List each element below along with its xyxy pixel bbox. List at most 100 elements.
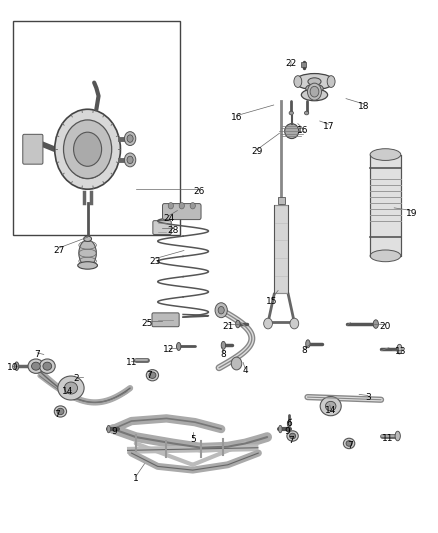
- Text: 26: 26: [194, 188, 205, 196]
- Ellipse shape: [295, 74, 334, 90]
- Circle shape: [64, 120, 112, 179]
- Ellipse shape: [78, 262, 97, 269]
- Text: 12: 12: [163, 345, 174, 353]
- Ellipse shape: [28, 359, 44, 373]
- Circle shape: [127, 135, 133, 142]
- Ellipse shape: [294, 76, 302, 87]
- Bar: [278, 197, 285, 204]
- Ellipse shape: [395, 431, 400, 441]
- Text: 7: 7: [54, 410, 60, 419]
- Ellipse shape: [301, 89, 328, 101]
- Text: 22: 22: [286, 60, 297, 68]
- Ellipse shape: [107, 425, 110, 433]
- Text: 29: 29: [252, 148, 263, 156]
- Bar: [13, 21, 180, 235]
- Circle shape: [55, 109, 120, 189]
- FancyBboxPatch shape: [153, 221, 171, 235]
- Bar: [274, 205, 288, 293]
- Text: 25: 25: [141, 319, 152, 328]
- Text: 9: 9: [284, 427, 290, 436]
- Text: 7: 7: [146, 372, 152, 380]
- Text: 27: 27: [53, 246, 65, 255]
- Text: 5: 5: [190, 435, 196, 444]
- Text: 28: 28: [167, 227, 179, 235]
- Ellipse shape: [370, 149, 401, 160]
- Ellipse shape: [308, 78, 321, 85]
- Circle shape: [179, 203, 184, 209]
- Text: 11: 11: [382, 434, 393, 442]
- Text: 14: 14: [62, 387, 74, 396]
- Text: 11: 11: [126, 358, 137, 367]
- Text: 8: 8: [220, 350, 226, 359]
- Ellipse shape: [43, 362, 52, 370]
- Ellipse shape: [320, 397, 341, 416]
- Circle shape: [190, 203, 195, 209]
- Text: 24: 24: [163, 214, 174, 223]
- Text: 19: 19: [406, 209, 417, 217]
- Circle shape: [168, 203, 173, 209]
- Circle shape: [231, 357, 242, 370]
- Ellipse shape: [327, 76, 335, 87]
- Ellipse shape: [279, 425, 282, 433]
- Ellipse shape: [306, 340, 310, 348]
- Ellipse shape: [84, 236, 92, 241]
- Text: 23: 23: [150, 257, 161, 265]
- Ellipse shape: [287, 431, 298, 441]
- Bar: [301, 62, 306, 67]
- Text: 21: 21: [222, 322, 233, 330]
- Circle shape: [218, 306, 224, 314]
- Ellipse shape: [149, 372, 156, 378]
- Ellipse shape: [370, 250, 401, 262]
- Ellipse shape: [373, 320, 378, 328]
- Ellipse shape: [289, 111, 293, 115]
- Ellipse shape: [32, 362, 40, 370]
- Ellipse shape: [287, 421, 291, 427]
- Text: 10: 10: [7, 364, 19, 372]
- Ellipse shape: [304, 111, 309, 115]
- Ellipse shape: [325, 401, 336, 411]
- Bar: [370, 155, 401, 256]
- Ellipse shape: [346, 441, 352, 446]
- Ellipse shape: [14, 362, 19, 370]
- Ellipse shape: [57, 408, 64, 415]
- Ellipse shape: [290, 433, 296, 439]
- Ellipse shape: [236, 320, 240, 328]
- Text: 16: 16: [231, 113, 242, 122]
- Ellipse shape: [79, 240, 96, 266]
- Ellipse shape: [285, 124, 299, 139]
- Text: 13: 13: [395, 348, 406, 356]
- Ellipse shape: [177, 343, 181, 351]
- Text: 17: 17: [323, 123, 334, 131]
- Text: 9: 9: [111, 427, 117, 436]
- Ellipse shape: [58, 376, 84, 400]
- FancyBboxPatch shape: [152, 313, 179, 327]
- Circle shape: [307, 83, 321, 100]
- Text: 1: 1: [133, 474, 139, 483]
- Text: 18: 18: [358, 102, 369, 111]
- Text: 7: 7: [288, 437, 294, 445]
- Ellipse shape: [306, 84, 323, 93]
- Circle shape: [124, 132, 136, 146]
- Circle shape: [310, 86, 319, 97]
- Ellipse shape: [221, 342, 226, 350]
- Ellipse shape: [146, 370, 159, 381]
- Text: 20: 20: [380, 322, 391, 330]
- Circle shape: [264, 318, 272, 329]
- Text: 3: 3: [365, 393, 371, 401]
- Circle shape: [74, 132, 102, 166]
- Circle shape: [215, 303, 227, 318]
- Circle shape: [124, 153, 136, 167]
- Text: 2: 2: [74, 374, 79, 383]
- Circle shape: [290, 318, 299, 329]
- Ellipse shape: [397, 344, 402, 354]
- Text: 14: 14: [325, 406, 336, 415]
- Text: 16: 16: [297, 126, 308, 135]
- FancyBboxPatch shape: [162, 204, 201, 220]
- Text: 15: 15: [266, 297, 277, 305]
- Ellipse shape: [39, 359, 55, 373]
- FancyBboxPatch shape: [23, 134, 43, 164]
- Text: 7: 7: [34, 350, 40, 359]
- Ellipse shape: [64, 382, 78, 394]
- Text: 4: 4: [243, 366, 248, 375]
- Circle shape: [127, 156, 133, 164]
